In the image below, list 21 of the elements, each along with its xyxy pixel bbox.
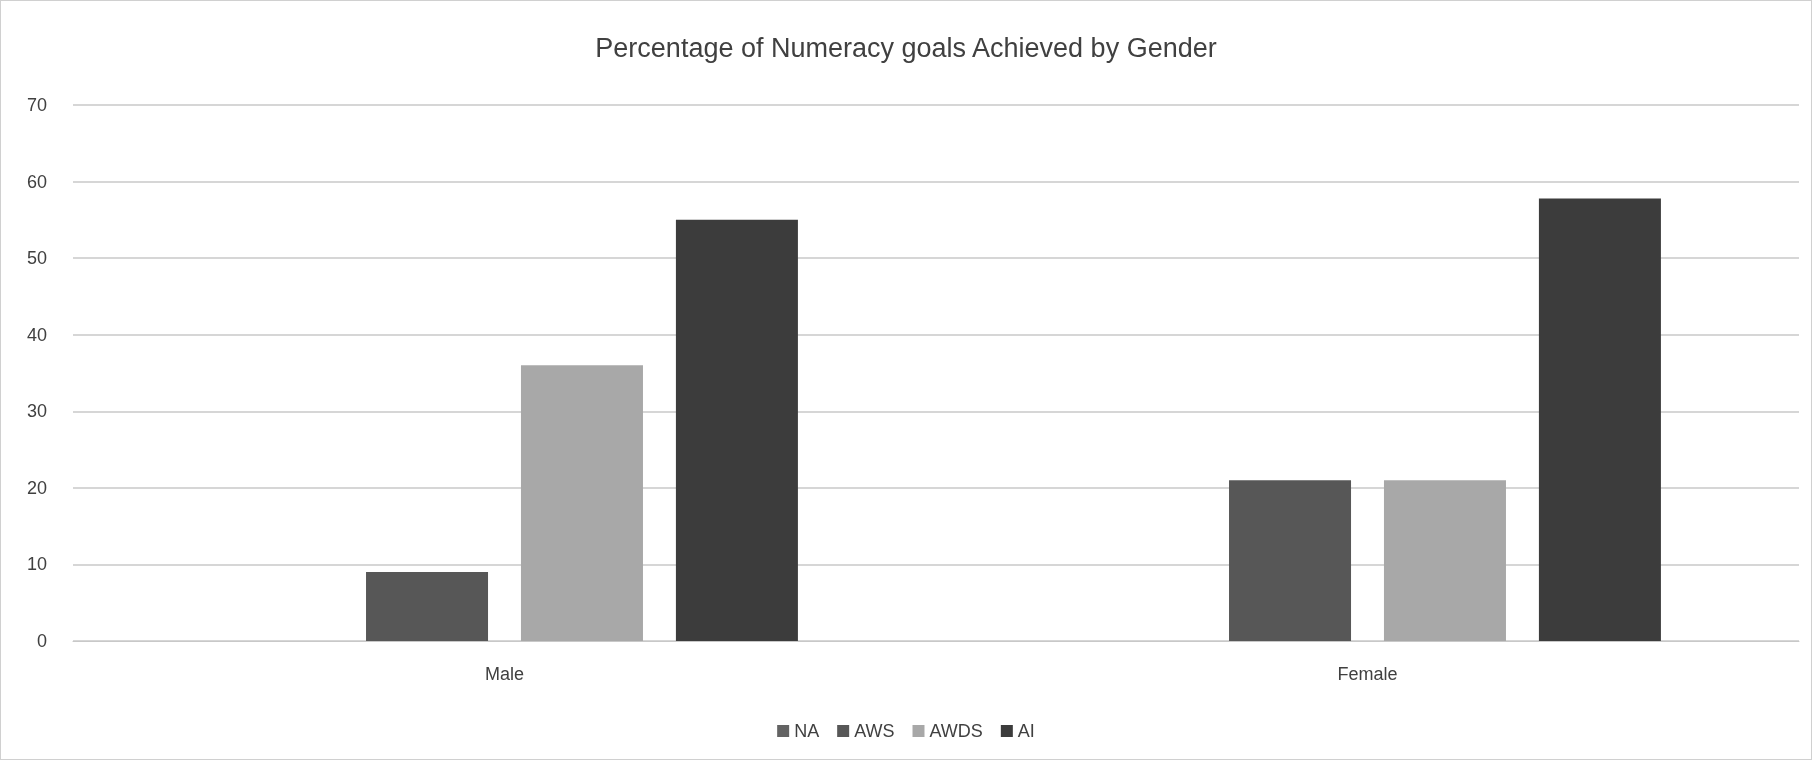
x-tick-label: Male [484,664,525,684]
y-tick-label: 20 [26,477,47,498]
bar [520,365,643,641]
bar [1538,198,1661,641]
y-tick-label: 50 [26,248,47,269]
legend-label: AI [1017,721,1035,741]
y-tick-label: 40 [26,324,47,345]
x-tick-label: Female [1337,664,1398,684]
legend-label: NA [794,721,820,741]
y-tick-label: 60 [26,171,47,192]
y-tick-label: 10 [26,554,47,575]
bar [1229,480,1352,641]
legend-label: AWS [854,721,895,741]
bar [366,572,489,641]
chart-title: Percentage of Numeracy goals Achieved by Gender [595,32,1217,63]
y-tick-label: 0 [36,631,47,651]
bar [1383,480,1506,641]
legend-label: AWDS [929,721,983,741]
bar [675,219,798,641]
y-tick-label: 30 [26,401,47,422]
y-tick-label: 70 [26,95,47,115]
